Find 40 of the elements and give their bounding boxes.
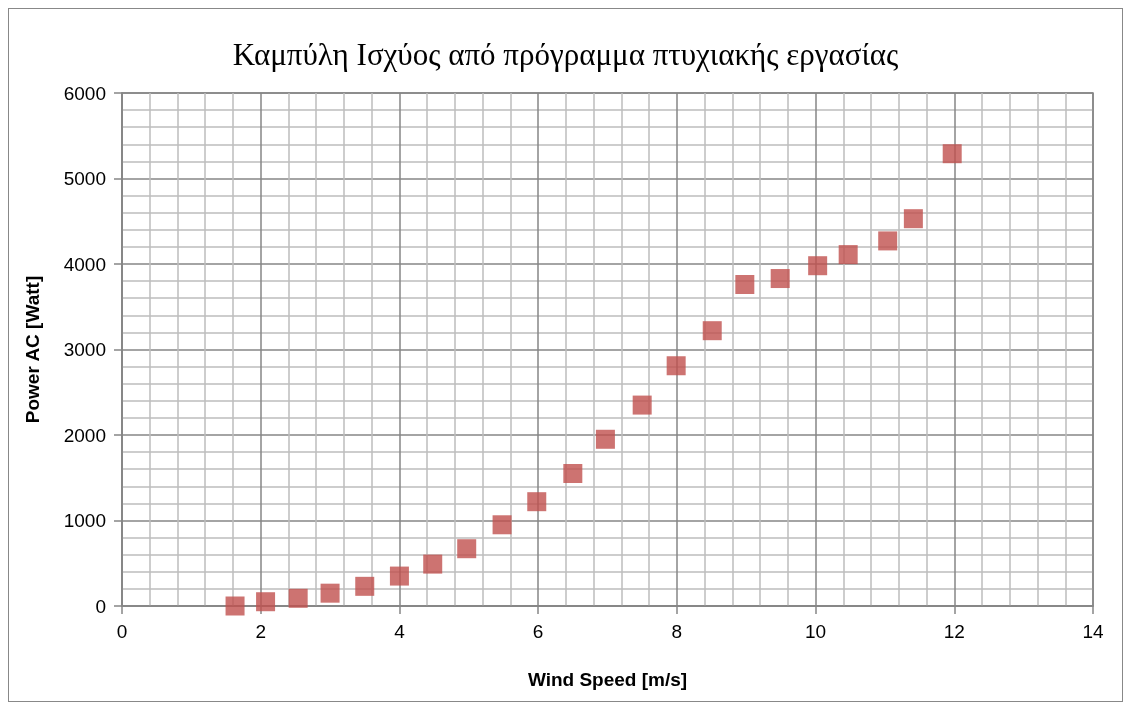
chart-title: Καμπύλη Ισχύος από πρόγραμμα πτυχιακής εργασίας <box>232 37 899 72</box>
y-tick-label: 5000 <box>63 168 106 189</box>
point <box>389 566 409 586</box>
point <box>903 209 923 229</box>
point <box>225 596 245 616</box>
y-tick-label: 3000 <box>63 339 106 360</box>
y-tick-label: 0 <box>95 595 106 617</box>
point <box>457 539 477 559</box>
point <box>320 583 340 603</box>
point <box>492 515 512 535</box>
point <box>735 275 755 295</box>
point <box>770 269 790 289</box>
x-tick-label: 6 <box>532 621 544 642</box>
point <box>666 356 686 376</box>
x-tick-label: 8 <box>671 621 683 642</box>
point <box>808 256 828 276</box>
y-tick-label: 2000 <box>63 424 106 446</box>
y-tick-label: 6000 <box>63 82 106 104</box>
x-tick-label: 4 <box>394 621 406 642</box>
point <box>878 231 898 251</box>
point <box>563 463 583 483</box>
point <box>256 592 276 612</box>
x-tick-label: 0 <box>116 621 128 642</box>
x-tick-label: 10 <box>805 621 827 642</box>
point <box>942 144 962 164</box>
y-tick-label: 1000 <box>63 510 106 531</box>
x-tick-label: 14 <box>1082 621 1104 642</box>
point <box>838 245 858 265</box>
x-axis-title: Wind Speed [m/s] <box>527 669 688 690</box>
x-tick-label: 12 <box>943 621 965 642</box>
point <box>702 321 722 341</box>
x-tick-label: 2 <box>255 621 266 642</box>
point <box>423 554 443 574</box>
point <box>355 576 375 596</box>
point <box>288 588 308 608</box>
point <box>527 492 547 512</box>
point <box>595 429 615 449</box>
y-axis-title: Power AC [Watt] <box>22 275 43 424</box>
y-tick-label: 4000 <box>63 253 106 275</box>
point <box>632 395 652 415</box>
